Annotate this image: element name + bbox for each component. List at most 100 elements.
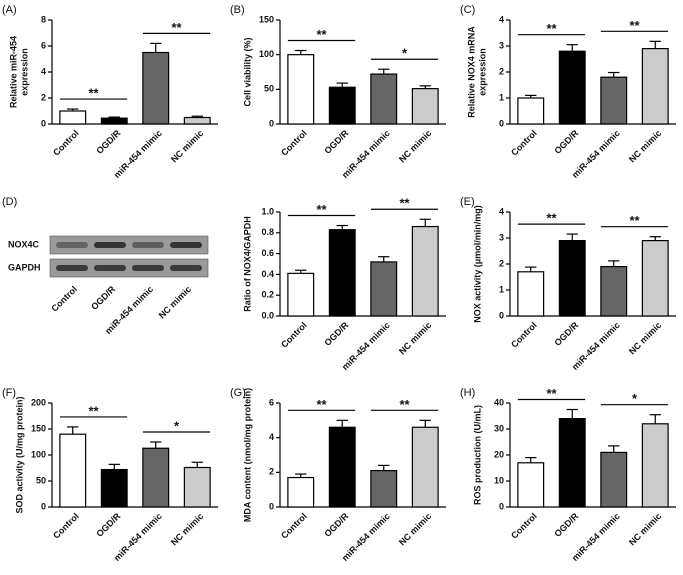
y-tick-label: 4 [499, 14, 504, 24]
x-tick-label: OGD/R [94, 511, 122, 539]
blot-band [132, 242, 164, 248]
bar [558, 50, 586, 125]
bar [600, 451, 628, 508]
y-tick-label: 0.0 [261, 310, 274, 320]
y-tick-label: 0.2 [261, 290, 274, 300]
y-axis-label: Relative NOX4 mRNA [466, 26, 476, 118]
y-tick-label: 2 [41, 92, 46, 102]
bar [517, 97, 545, 125]
panel-label: (G) [230, 387, 246, 399]
y-tick-label: 3 [499, 40, 504, 50]
y-tick-label: 50 [36, 475, 46, 485]
blot-band [170, 265, 202, 271]
bar [558, 418, 586, 508]
bar [287, 476, 315, 508]
bar [370, 470, 398, 508]
y-tick-label: 1.0 [261, 206, 274, 216]
y-axis-label: expression [19, 48, 29, 96]
y-tick-label: 2 [499, 258, 504, 268]
significance-label: ** [88, 403, 99, 418]
y-tick-label: 1 [499, 284, 504, 294]
y-axis-label: NOX activity (μmol/min/mg) [472, 205, 482, 323]
x-tick-label: Control [509, 128, 539, 158]
y-axis-label: ROS production (U/mL) [472, 405, 482, 505]
panel-label: (D) [2, 196, 17, 208]
blot-band [94, 242, 126, 248]
panel-label: (H) [460, 387, 475, 399]
x-tick-label: OGD/R [322, 320, 350, 348]
bar [328, 86, 356, 125]
x-tick-label: NC mimic [627, 320, 663, 356]
y-tick-label: 4 [41, 66, 46, 76]
x-tick-label: Control [509, 511, 539, 541]
bar [641, 240, 669, 317]
blot-band [170, 242, 202, 248]
x-tick-label: NC mimic [397, 128, 433, 164]
y-tick-label: 0.8 [261, 227, 274, 237]
bar [641, 423, 669, 508]
y-axis-label: Ratio of NOX4/GAPDH [242, 216, 252, 312]
y-tick-label: 0 [41, 501, 46, 511]
significance-label: ** [629, 18, 640, 33]
x-tick-label: NC mimic [627, 128, 663, 164]
y-axis-label: MDA content (nmol/mg protein) [242, 388, 252, 522]
y-tick-label: 100 [31, 449, 46, 459]
panel-label: (A) [2, 4, 17, 16]
bar [600, 76, 628, 125]
bar [517, 271, 545, 317]
x-tick-label: OGD/R [322, 511, 350, 539]
bar [641, 47, 669, 125]
bar [59, 433, 87, 508]
y-tick-label: 2 [269, 467, 274, 477]
bar [287, 272, 315, 317]
x-tick-label: OGD/R [552, 128, 580, 156]
bar [142, 447, 170, 508]
bar [370, 73, 398, 125]
significance-label: ** [171, 20, 182, 35]
blot-lane-label: NC mimic [157, 284, 193, 320]
panel-label: (B) [230, 4, 245, 16]
blot-band [94, 265, 126, 271]
y-tick-label: 0 [41, 118, 46, 128]
x-tick-label: Control [279, 320, 309, 350]
x-tick-label: Control [279, 511, 309, 541]
y-tick-label: 2 [499, 66, 504, 76]
y-tick-label: 0 [269, 118, 274, 128]
blot-strip [49, 258, 209, 278]
bar [370, 261, 398, 317]
bar [59, 110, 87, 125]
y-tick-label: 30 [494, 423, 504, 433]
x-tick-label: OGD/R [552, 511, 580, 539]
bar [411, 225, 439, 317]
significance-label: ** [316, 397, 327, 412]
significance-label: ** [546, 21, 557, 36]
x-tick-label: OGD/R [322, 128, 350, 156]
x-tick-label: NC mimic [169, 128, 205, 164]
significance-label: * [174, 418, 180, 433]
y-axis-label: SOD activity (U/mg protein) [14, 396, 24, 513]
x-tick-label: Control [51, 511, 81, 541]
blot-band [132, 265, 164, 271]
blot-band [56, 265, 88, 271]
y-tick-label: 100 [259, 49, 274, 59]
y-tick-label: 8 [41, 14, 46, 24]
bar [411, 88, 439, 125]
x-tick-label: OGD/R [552, 320, 580, 348]
bar [517, 462, 545, 508]
x-tick-label: NC mimic [397, 511, 433, 547]
blot-strip [49, 235, 209, 255]
bar [100, 117, 128, 125]
significance-label: ** [316, 27, 327, 42]
x-tick-label: NC mimic [627, 511, 663, 547]
panel-label: (E) [460, 196, 475, 208]
y-tick-label: 20 [494, 449, 504, 459]
panel-label: (F) [2, 387, 16, 399]
y-tick-label: 40 [494, 397, 504, 407]
bar [558, 240, 586, 317]
bar [183, 466, 211, 508]
significance-label: * [402, 46, 408, 61]
y-tick-label: 4 [499, 206, 504, 216]
blot-lane-label: OGD/R [89, 284, 117, 312]
y-tick-label: 150 [31, 423, 46, 433]
